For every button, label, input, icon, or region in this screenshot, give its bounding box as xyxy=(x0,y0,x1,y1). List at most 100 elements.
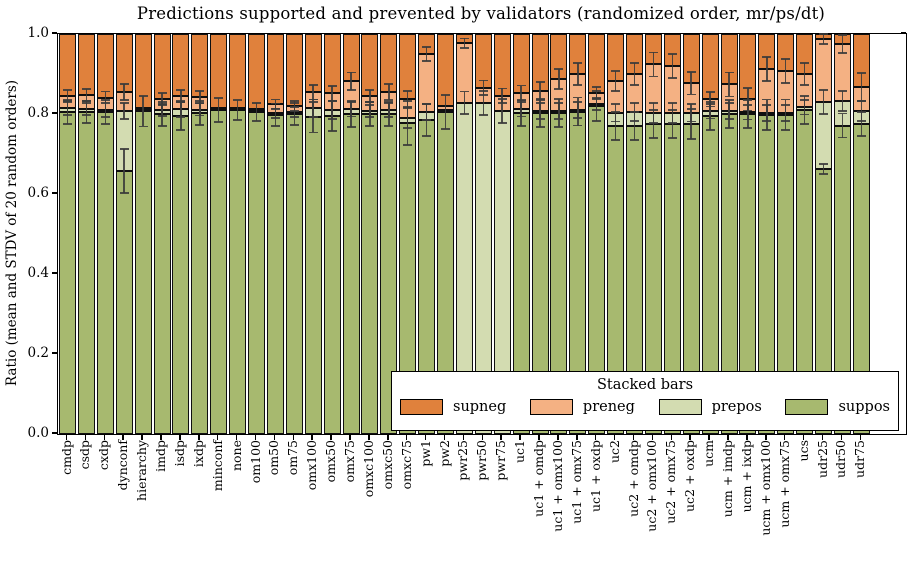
bar-segment-suppos xyxy=(266,114,284,434)
error-bar-cap xyxy=(667,77,677,79)
bar-segment-suppos xyxy=(342,114,360,434)
x-tick-label: hierarchy xyxy=(134,440,150,501)
x-tick-bottom xyxy=(160,434,162,440)
error-bar-line xyxy=(199,91,201,104)
x-tick-label: ixdp xyxy=(190,440,206,468)
error-bar-cap xyxy=(554,98,564,100)
error-bar-line xyxy=(369,104,371,117)
bar-segment-suppos xyxy=(153,114,171,434)
error-bar-line xyxy=(123,149,125,193)
error-bar-line xyxy=(784,104,787,121)
x-tick-label: uc2 + omx75 xyxy=(663,440,679,524)
error-bar-cap xyxy=(138,95,148,97)
error-bar-cap xyxy=(800,62,810,64)
error-bar-cap xyxy=(63,101,72,103)
error-bar-cap xyxy=(346,101,356,103)
error-bar-cap xyxy=(856,100,866,102)
error-bar-cap xyxy=(535,126,545,128)
x-tick-bottom xyxy=(387,434,389,440)
y-tick-label: 0.2 xyxy=(27,344,49,361)
x-tick-label: om100 xyxy=(247,440,263,484)
error-bar-line xyxy=(558,103,560,120)
error-bar-line xyxy=(841,113,844,138)
error-bar-cap xyxy=(81,100,91,102)
x-tick-label: pwr75 xyxy=(493,440,509,481)
error-bar-line xyxy=(482,80,485,95)
error-bar-line xyxy=(539,82,541,100)
error-bar-line xyxy=(501,88,503,103)
error-bar-cap xyxy=(781,104,791,106)
x-tick-bottom xyxy=(632,434,635,440)
error-bar-line xyxy=(633,112,636,140)
error-bar-line xyxy=(463,91,466,114)
x-tick-bottom xyxy=(538,434,540,440)
y-axis-label: Ratio (mean and STDV of 20 random orders… xyxy=(4,79,20,387)
error-bar-cap xyxy=(686,93,696,96)
error-bar-line xyxy=(274,108,277,118)
error-bar-cap xyxy=(554,126,564,128)
y-tick-right xyxy=(901,32,906,34)
x-tick-bottom xyxy=(708,434,710,440)
y-tick-left xyxy=(52,352,57,354)
error-bar-line xyxy=(766,57,768,82)
x-tick-label: uc1 + oxdp xyxy=(587,440,603,513)
error-bar-cap xyxy=(308,131,318,134)
error-bar-cap xyxy=(762,98,772,101)
bar-segment-supneg xyxy=(701,34,719,100)
x-tick-label: uc1 xyxy=(512,440,528,464)
error-bar-cap xyxy=(478,94,488,96)
y-tick-label: 0.4 xyxy=(27,264,49,281)
x-tick-label: uc2 + omx100 xyxy=(644,440,660,532)
error-bar-cap xyxy=(157,92,167,94)
error-bar-cap xyxy=(611,70,621,72)
y-tick-left xyxy=(52,112,57,114)
error-bar-cap xyxy=(762,129,772,131)
x-tick-bottom xyxy=(783,434,786,440)
error-bar-cap xyxy=(800,113,810,116)
error-bar-line xyxy=(104,102,107,117)
x-tick-bottom xyxy=(821,434,824,440)
y-tick-label: 0.8 xyxy=(27,104,49,121)
error-bar-line xyxy=(123,83,125,100)
error-bar-cap xyxy=(195,124,205,126)
error-bar-cap xyxy=(346,126,356,128)
error-bar-cap xyxy=(100,123,110,125)
error-bar-cap xyxy=(819,163,828,165)
error-bar-cap xyxy=(535,102,545,104)
error-bar-cap xyxy=(762,56,772,58)
x-tick-bottom xyxy=(330,434,332,440)
error-bar-cap xyxy=(422,103,432,105)
error-bar-cap xyxy=(554,68,564,70)
error-bar-line xyxy=(482,90,485,115)
x-tick-bottom xyxy=(405,434,408,440)
error-bar-cap xyxy=(837,90,847,92)
y-tick-label: 1.0 xyxy=(27,24,49,41)
error-bar-cap xyxy=(233,119,243,121)
legend-swatch-supneg xyxy=(400,399,443,415)
bar-segment-suppos xyxy=(304,117,322,434)
chart-title: Predictions supported and prevented by v… xyxy=(136,4,826,23)
legend-swatch-preneg xyxy=(529,399,573,415)
error-bar-line xyxy=(236,100,239,120)
error-bar-cap xyxy=(384,116,394,118)
error-bar-cap xyxy=(289,100,299,102)
legend-item-suppos: suppos xyxy=(785,399,890,415)
error-bar-cap xyxy=(252,120,261,122)
x-tick-bottom xyxy=(462,434,465,440)
bar-segment-suppos xyxy=(229,110,247,434)
error-bar-line xyxy=(690,104,692,122)
error-bar-cap xyxy=(535,99,545,101)
error-bar-cap xyxy=(157,104,167,106)
error-bar-cap xyxy=(270,108,280,110)
error-bar-cap xyxy=(630,102,639,104)
bar-segment-supneg xyxy=(153,34,171,99)
error-bar-line xyxy=(671,102,674,123)
error-bar-line xyxy=(860,73,863,102)
x-tick-label: omx75 xyxy=(342,440,357,483)
x-tick-label: ucs xyxy=(795,440,811,462)
error-bar-cap xyxy=(63,123,72,125)
bar-segment-supneg xyxy=(77,34,95,95)
error-bar-cap xyxy=(403,144,413,146)
error-bar-line xyxy=(199,103,201,116)
